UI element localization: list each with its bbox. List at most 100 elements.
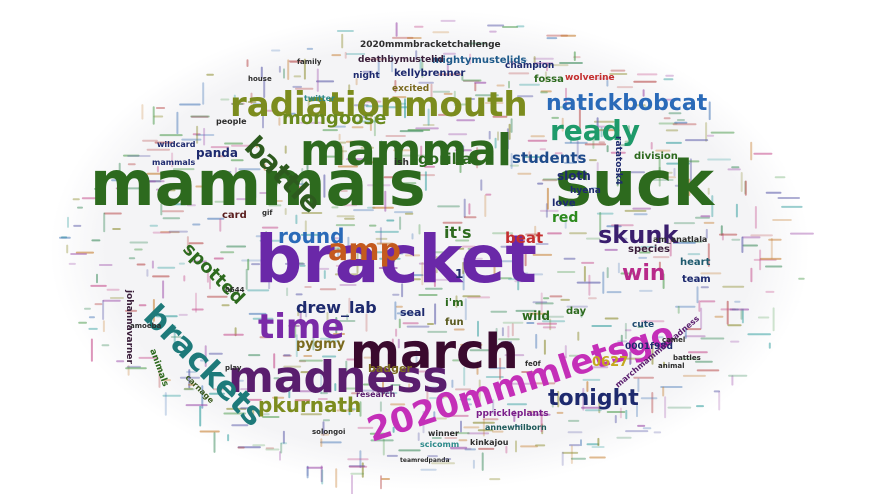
filler-word xyxy=(168,230,188,233)
filler-word xyxy=(532,253,553,256)
filler-word xyxy=(668,112,682,115)
filler-word xyxy=(157,266,176,269)
filler-word xyxy=(564,161,577,164)
filler-word xyxy=(283,354,291,357)
filler-word xyxy=(415,370,427,373)
filler-word xyxy=(504,354,525,357)
filler-word xyxy=(556,411,564,414)
filler-word xyxy=(576,281,601,284)
filler-word xyxy=(440,19,456,22)
filler-word xyxy=(475,94,499,97)
filler-word xyxy=(234,379,244,382)
filler-word xyxy=(398,449,421,452)
cloud-word: kinkajou xyxy=(470,438,509,447)
filler-word xyxy=(484,194,487,217)
cloud-word: mightymustelids xyxy=(432,55,526,66)
cloud-word: skunk xyxy=(598,221,679,249)
filler-word xyxy=(151,260,154,269)
filler-word xyxy=(731,166,740,169)
filler-word xyxy=(284,208,287,215)
filler-word xyxy=(463,198,466,218)
filler-word xyxy=(444,437,458,439)
filler-word xyxy=(280,442,288,445)
filler-word xyxy=(127,155,151,157)
cloud-word: mammals xyxy=(90,147,426,220)
cloud-word: students xyxy=(512,149,587,167)
filler-word xyxy=(278,65,281,73)
filler-word xyxy=(361,462,364,478)
filler-word xyxy=(360,246,363,260)
filler-word xyxy=(458,439,468,442)
cloud-word: pygmy xyxy=(296,337,346,352)
filler-word xyxy=(306,466,309,479)
filler-word xyxy=(369,432,386,435)
filler-word xyxy=(280,443,283,454)
filler-word xyxy=(687,279,702,282)
filler-word xyxy=(335,317,338,334)
filler-word xyxy=(297,307,300,317)
filler-word xyxy=(320,337,332,340)
filler-word xyxy=(617,262,620,274)
filler-word xyxy=(591,325,612,327)
filler-word xyxy=(384,190,387,212)
cloud-word: johannavarner xyxy=(124,289,134,365)
filler-word xyxy=(476,147,479,169)
filler-word xyxy=(196,125,199,144)
filler-word xyxy=(481,452,484,471)
filler-word xyxy=(551,397,554,408)
filler-word xyxy=(127,163,136,166)
filler-word xyxy=(208,352,223,355)
filler-word xyxy=(179,376,200,379)
filler-word xyxy=(547,232,562,235)
filler-word xyxy=(333,333,345,335)
filler-word xyxy=(94,303,103,306)
filler-word xyxy=(744,180,747,196)
filler-word xyxy=(419,58,422,71)
filler-word xyxy=(515,309,537,312)
filler-word xyxy=(488,367,506,370)
filler-word xyxy=(248,312,267,315)
filler-word xyxy=(223,333,244,336)
filler-word xyxy=(498,338,520,341)
filler-word xyxy=(517,278,520,291)
filler-word xyxy=(287,59,290,80)
filler-word xyxy=(380,392,398,394)
filler-word xyxy=(388,259,396,262)
cloud-word: card xyxy=(222,210,247,221)
filler-word xyxy=(542,320,566,323)
cloud-word: fe0f xyxy=(525,360,542,368)
filler-word xyxy=(387,106,410,109)
cloud-word: annewhilborn xyxy=(485,423,547,432)
filler-word xyxy=(179,103,201,106)
filler-word xyxy=(404,212,414,215)
filler-word xyxy=(282,430,285,444)
filler-word xyxy=(568,354,588,357)
filler-word xyxy=(154,141,174,144)
filler-word xyxy=(141,180,165,183)
filler-word xyxy=(278,117,281,126)
filler-word xyxy=(455,239,470,242)
filler-word xyxy=(427,108,430,126)
filler-word xyxy=(162,210,184,213)
filler-word xyxy=(430,83,433,107)
filler-word xyxy=(231,103,244,105)
filler-word xyxy=(514,425,523,427)
filler-word xyxy=(637,378,640,393)
filler-word xyxy=(156,188,172,191)
filler-word xyxy=(365,58,385,61)
filler-word xyxy=(123,154,140,157)
cloud-word: pprickleplants xyxy=(476,409,549,419)
filler-word xyxy=(214,200,227,203)
filler-word xyxy=(502,321,524,324)
filler-word xyxy=(406,325,430,328)
filler-word xyxy=(284,145,287,154)
filler-word xyxy=(295,87,314,90)
filler-word xyxy=(230,159,244,162)
filler-word xyxy=(464,298,467,321)
filler-word xyxy=(657,107,667,110)
filler-word xyxy=(434,303,437,325)
filler-word xyxy=(263,78,266,98)
cloud-word: scicomm xyxy=(420,440,459,449)
filler-word xyxy=(686,160,700,163)
filler-word xyxy=(345,53,366,55)
